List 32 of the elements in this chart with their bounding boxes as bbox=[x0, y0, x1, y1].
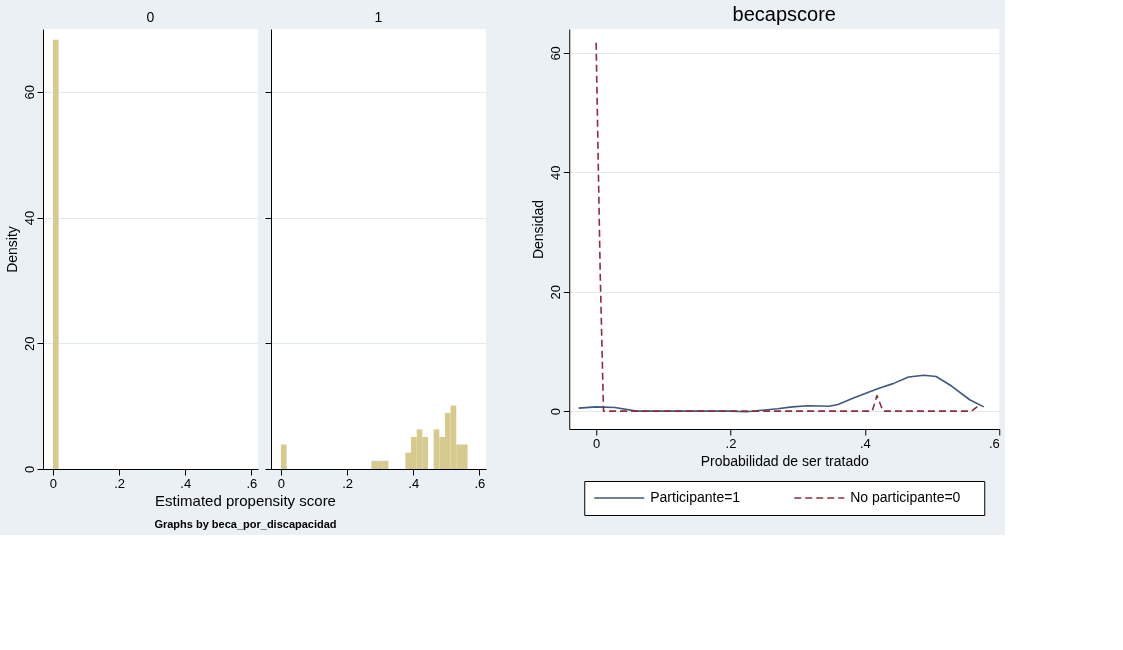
x-axis-title: Estimated propensity score bbox=[155, 492, 336, 509]
x-tick-label: .4 bbox=[408, 475, 420, 491]
y-tick-label: 40 bbox=[21, 210, 37, 226]
x-tick-label: .4 bbox=[180, 475, 192, 491]
chart-title: becapscore bbox=[732, 3, 836, 25]
y-tick-label: 20 bbox=[547, 284, 563, 300]
x-tick-label: 0 bbox=[49, 475, 58, 491]
x-tick-label: 0 bbox=[593, 435, 601, 451]
legend-label: No participante=0 bbox=[850, 489, 961, 505]
line-series bbox=[577, 374, 985, 413]
y-tick-label: 0 bbox=[547, 407, 563, 416]
y-tick-label: 0 bbox=[21, 465, 37, 474]
chart-title: 0 bbox=[146, 9, 155, 25]
x-tick-label: .2 bbox=[342, 475, 353, 491]
legend-label: Participante=1 bbox=[650, 489, 741, 505]
text: Graphs by beca_por_discapacidad bbox=[154, 518, 337, 530]
y-tick-label: 60 bbox=[21, 85, 37, 100]
x-tick-label: .2 bbox=[114, 475, 125, 491]
x-tick-label: .6 bbox=[988, 435, 1000, 451]
chart-title: 1 bbox=[374, 9, 383, 25]
line-series bbox=[595, 41, 980, 412]
y-tick-label: 40 bbox=[547, 165, 563, 181]
y-tick-label: 20 bbox=[21, 336, 37, 352]
y-axis-title: Densidad bbox=[529, 199, 546, 260]
x-tick-label: .6 bbox=[474, 475, 486, 491]
x-axis-title: Probabilidad de ser tratado bbox=[700, 452, 870, 469]
x-tick-label: .4 bbox=[859, 435, 871, 451]
x-tick-label: .6 bbox=[246, 475, 258, 491]
y-axis-title: Density bbox=[3, 226, 20, 273]
x-tick-label: .2 bbox=[725, 435, 737, 451]
y-tick-label: 60 bbox=[547, 46, 563, 61]
x-tick-label: 0 bbox=[277, 475, 286, 491]
